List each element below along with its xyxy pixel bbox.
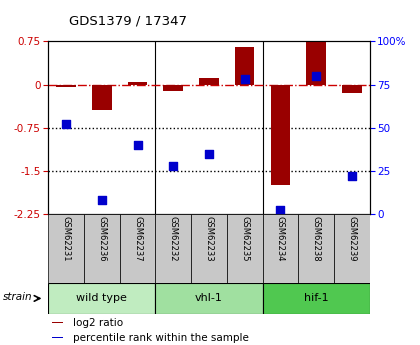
Bar: [227, 214, 262, 283]
Bar: [52, 337, 63, 338]
Bar: [48, 214, 84, 283]
Point: [134, 142, 141, 148]
Point: [98, 197, 105, 203]
Bar: [306, 41, 326, 85]
Point: [277, 208, 284, 213]
Text: vhl-1: vhl-1: [195, 294, 223, 303]
Bar: [120, 214, 155, 283]
Bar: [262, 283, 370, 314]
Bar: [128, 82, 147, 85]
Point: [241, 77, 248, 82]
Text: GSM62232: GSM62232: [169, 216, 178, 262]
Text: GSM62239: GSM62239: [347, 216, 356, 262]
Bar: [163, 85, 183, 91]
Point: [206, 151, 212, 156]
Bar: [235, 47, 255, 85]
Bar: [334, 214, 370, 283]
Text: GSM62236: GSM62236: [97, 216, 106, 262]
Point: [349, 173, 355, 179]
Bar: [155, 214, 191, 283]
Text: hif-1: hif-1: [304, 294, 328, 303]
Point: [312, 73, 319, 79]
Bar: [270, 85, 290, 185]
Text: GSM62235: GSM62235: [240, 216, 249, 262]
Point: [170, 163, 177, 168]
Text: GSM62237: GSM62237: [133, 216, 142, 262]
Text: GSM62238: GSM62238: [312, 216, 320, 262]
Bar: [155, 283, 262, 314]
Text: strain: strain: [3, 292, 32, 302]
Bar: [52, 322, 63, 324]
Text: wild type: wild type: [76, 294, 127, 303]
Bar: [92, 85, 112, 110]
Bar: [298, 214, 334, 283]
Bar: [48, 283, 155, 314]
Bar: [84, 214, 120, 283]
Point: [63, 121, 70, 127]
Text: log2 ratio: log2 ratio: [74, 318, 123, 328]
Text: percentile rank within the sample: percentile rank within the sample: [74, 333, 249, 343]
Bar: [262, 214, 298, 283]
Bar: [342, 85, 362, 93]
Text: GSM62231: GSM62231: [62, 216, 71, 262]
Bar: [199, 78, 219, 85]
Bar: [191, 214, 227, 283]
Text: GSM62234: GSM62234: [276, 216, 285, 262]
Text: GSM62233: GSM62233: [205, 216, 213, 262]
Text: GDS1379 / 17347: GDS1379 / 17347: [69, 14, 187, 28]
Bar: [56, 85, 76, 87]
